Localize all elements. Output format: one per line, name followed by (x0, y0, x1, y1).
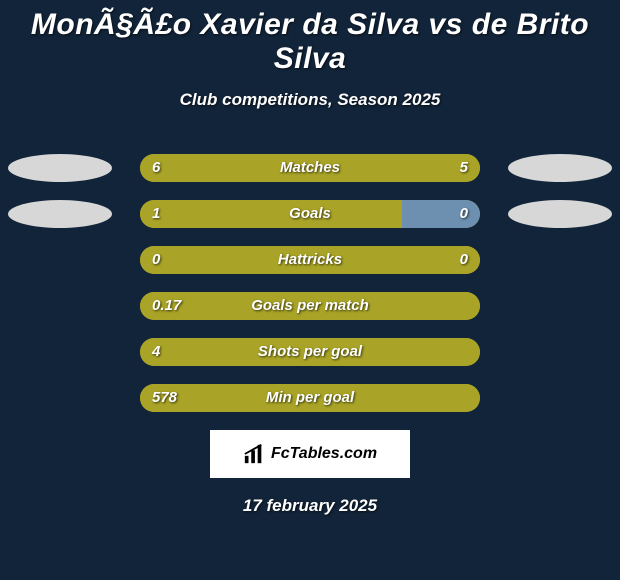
source-badge-text: FcTables.com (271, 445, 377, 463)
bars-icon (243, 443, 265, 465)
stat-label: Min per goal (140, 384, 480, 412)
stat-row: 00Hattricks (0, 246, 620, 274)
stat-label: Goals per match (140, 292, 480, 320)
stat-label: Goals (140, 200, 480, 228)
stat-row: 578Min per goal (0, 384, 620, 412)
stat-label: Matches (140, 154, 480, 182)
stat-label: Hattricks (140, 246, 480, 274)
stat-row: 0.17Goals per match (0, 292, 620, 320)
stat-label: Shots per goal (140, 338, 480, 366)
team-right-oval (508, 154, 612, 182)
subtitle: Club competitions, Season 2025 (0, 90, 620, 110)
page-title: MonÃ§Ã£o Xavier da Silva vs de Brito Sil… (0, 0, 620, 76)
comparison-chart: 65Matches 10Goals 00Hattricks 0.17Goals per… (0, 154, 620, 412)
stat-row: 10Goals (0, 200, 620, 228)
date-label: 17 february 2025 (0, 496, 620, 516)
team-left-oval (8, 200, 112, 228)
stat-row: 4Shots per goal (0, 338, 620, 366)
team-left-oval (8, 154, 112, 182)
source-badge: FcTables.com (210, 430, 410, 478)
stat-row: 65Matches (0, 154, 620, 182)
team-right-oval (508, 200, 612, 228)
